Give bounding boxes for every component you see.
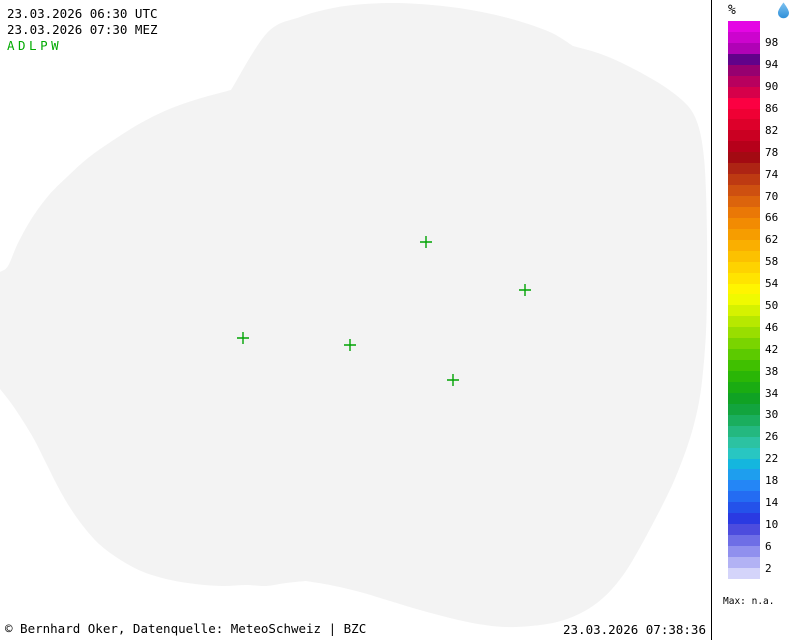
colorbar-segment: [728, 217, 760, 229]
colorbar-segment: [728, 64, 760, 76]
colorbar-segment: [728, 403, 760, 415]
colorbar-segment: [728, 130, 760, 142]
colorbar-segment: [728, 414, 760, 426]
coverage-area: [0, 2, 708, 628]
radar-coverage-map: [0, 2, 708, 628]
colorbar-segment: [728, 21, 760, 32]
colorbar-tick-label: 6: [765, 539, 772, 553]
radar-markers: [237, 236, 531, 386]
colorbar-segment: [728, 447, 760, 459]
colorbar-segment: [728, 75, 760, 87]
colorbar-segment: [728, 152, 760, 164]
colorbar-segment: [728, 535, 760, 546]
colorbar-tick-label: 14: [765, 495, 779, 509]
colorbar-tick-label: 62: [765, 233, 779, 247]
radar-site-marker: [447, 374, 459, 386]
generation-timestamp: 23.03.2026 07:38:36: [563, 622, 706, 637]
colorbar-segment: [728, 283, 760, 295]
colorbar-segment: [728, 141, 760, 153]
colorbar-segment: [728, 86, 760, 98]
colorbar-segment: [728, 174, 760, 186]
colorbar-segment: [728, 42, 760, 54]
colorbar-segment: [728, 196, 760, 207]
colorbar-tick-label: 30: [765, 408, 779, 422]
colorbar-tick-label: 42: [765, 342, 779, 356]
header-timestamps: 23.03.2026 06:30 UTC 23.03.2026 07:30 ME…: [7, 6, 158, 54]
colorbar-segment: [728, 458, 760, 470]
colorbar-segment: [728, 469, 760, 481]
copyright-credit: © Bernhard Oker, Datenquelle: MeteoSchwe…: [5, 621, 367, 636]
map-frame-line: [711, 0, 712, 640]
colorbar-unit-label: %: [728, 3, 736, 18]
colorbar-tick-label: 74: [765, 167, 779, 181]
colorbar-segment: [728, 556, 760, 568]
colorbar-segment: [728, 513, 760, 525]
colorbar-segment: [728, 31, 760, 43]
colorbar-segment: [728, 338, 760, 350]
timestamp-utc: 23.03.2026 06:30 UTC: [7, 6, 158, 21]
droplet-icon: [778, 2, 789, 19]
colorbar-tick-label: 86: [765, 102, 779, 115]
colorbar-tick-label: 78: [765, 145, 779, 159]
colorbar-tick-label: 54: [765, 277, 779, 291]
colorbar-tick-label: 90: [765, 80, 779, 94]
colorbar-segments: [728, 21, 760, 579]
colorbar-tick-label: 26: [765, 430, 779, 444]
colorbar-segment: [728, 305, 760, 317]
colorbar-segment: [728, 206, 760, 218]
colorbar-segment: [728, 327, 760, 339]
radar-site-marker: [420, 236, 432, 248]
colorbar-segment: [728, 349, 760, 361]
colorbar-tick-label: 22: [765, 452, 779, 466]
colorbar-tick-label: 38: [765, 364, 779, 378]
radar-site-marker: [237, 332, 249, 344]
colorbar-segment: [728, 272, 760, 284]
colorbar-segment: [728, 491, 760, 503]
colorbar-segment: [728, 239, 760, 251]
colorbar-segment: [728, 53, 760, 65]
max-value-label: Max: n.a.: [723, 596, 775, 607]
colorbar-tick-label: 58: [765, 255, 779, 269]
colorbar-segment: [728, 546, 760, 557]
colorbar-tick-label: 66: [765, 211, 779, 225]
colorbar-segment: [728, 108, 760, 120]
colorbar-segment: [728, 480, 760, 492]
colorbar-segment: [728, 119, 760, 131]
colorbar-segment: [728, 360, 760, 371]
colorbar-segment: [728, 371, 760, 382]
colorbar-segment: [728, 567, 760, 579]
colorbar-segment: [728, 163, 760, 175]
colorbar-tick-label: 34: [765, 386, 779, 400]
colorbar-segment: [728, 502, 760, 514]
colorbar-tick-label: 98: [765, 36, 779, 50]
radar-site-marker: [519, 284, 531, 296]
colorbar-segment: [728, 97, 760, 109]
radar-site-marker: [344, 339, 356, 351]
colorbar-tick-label: 50: [765, 299, 779, 312]
colorbar-segment: [728, 381, 760, 393]
colorbar-segment: [728, 316, 760, 328]
colorbar-segment: [728, 250, 760, 262]
colorbar-segment: [728, 294, 760, 306]
colorbar-tick-label: 10: [765, 517, 779, 531]
product-code-label: ADLPW: [7, 38, 63, 53]
colorbar-segment: [728, 185, 760, 196]
colorbar-tick-label: 2: [765, 561, 772, 575]
colorbar-tick-label: 18: [765, 474, 779, 487]
colorbar-segment: [728, 524, 760, 536]
colorbar-segment: [728, 392, 760, 404]
colorbar-tick-label: 70: [765, 189, 779, 203]
timestamp-mez: 23.03.2026 07:30 MEZ: [7, 22, 158, 37]
colorbar-segment: [728, 261, 760, 273]
colorbar-tick-label: 82: [765, 123, 779, 137]
colorbar-segment: [728, 425, 760, 437]
colorbar-tick-label: 94: [765, 58, 779, 72]
colorbar-tick-label: 46: [765, 320, 779, 334]
colorbar-segment: [728, 436, 760, 448]
colorbar-segment: [728, 228, 760, 240]
